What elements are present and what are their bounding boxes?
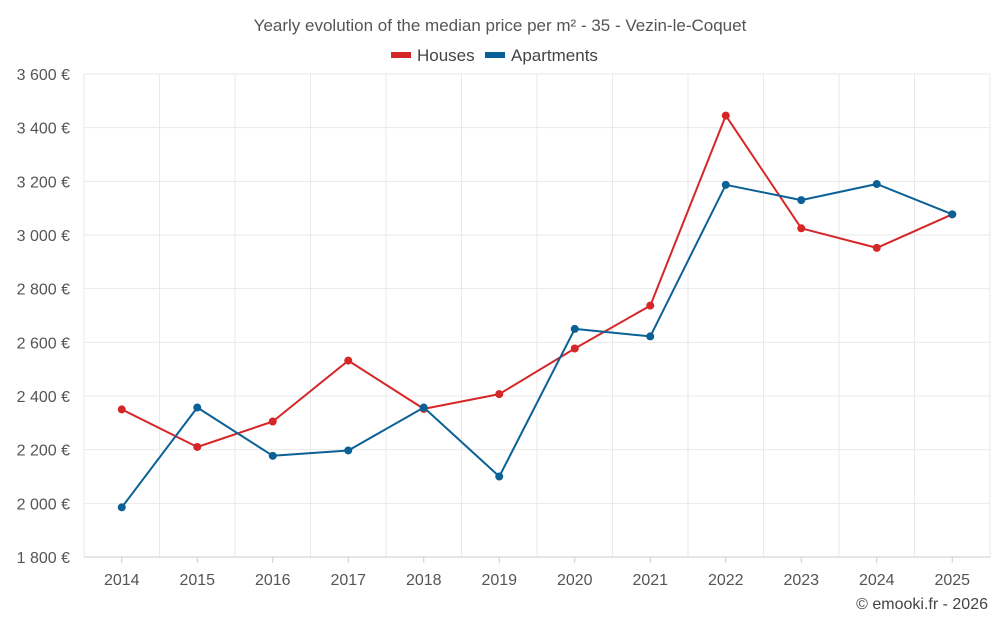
- y-tick-label: 2 200 €: [17, 443, 70, 460]
- x-tick-label: 2021: [632, 572, 668, 589]
- x-tick-label: 2014: [104, 572, 140, 589]
- x-tick-label: 2019: [481, 572, 517, 589]
- y-tick-label: 3 200 €: [17, 174, 70, 191]
- series-apartments: [117, 180, 957, 512]
- legend-label-houses: Houses: [417, 46, 475, 65]
- data-point-apartments[interactable]: [117, 503, 126, 512]
- legend: Houses Apartments: [391, 46, 598, 65]
- data-point-apartments[interactable]: [495, 472, 504, 481]
- series-houses: [117, 111, 957, 451]
- x-tick-label: 2022: [708, 572, 744, 589]
- data-point-houses[interactable]: [495, 390, 504, 399]
- data-point-houses[interactable]: [570, 344, 579, 353]
- data-point-houses[interactable]: [646, 301, 655, 310]
- data-point-apartments[interactable]: [419, 403, 428, 412]
- x-tick-label: 2017: [330, 572, 366, 589]
- data-point-apartments[interactable]: [268, 451, 277, 460]
- data-point-houses[interactable]: [117, 405, 126, 414]
- x-tick-label: 2024: [859, 572, 895, 589]
- x-tick-label: 2016: [255, 572, 291, 589]
- data-point-apartments[interactable]: [948, 210, 957, 219]
- y-tick-label: 2 000 €: [17, 496, 70, 513]
- data-point-apartments[interactable]: [646, 332, 655, 341]
- y-tick-label: 1 800 €: [17, 550, 70, 567]
- data-point-houses[interactable]: [193, 442, 202, 451]
- data-point-apartments[interactable]: [797, 196, 806, 205]
- axes: 1 800 € 2 000 € 2 200 € 2 400 € 2 600 € 2 800…: [17, 67, 990, 589]
- grid: [83, 73, 991, 557]
- y-tick-label: 2 600 €: [17, 335, 70, 352]
- data-point-apartments[interactable]: [872, 180, 881, 189]
- y-tick-label: 2 400 €: [17, 389, 70, 406]
- x-tick-label: 2023: [783, 572, 819, 589]
- series: [117, 111, 957, 512]
- y-tick-label: 3 400 €: [17, 121, 70, 138]
- x-tick-label: 2020: [557, 572, 593, 589]
- data-point-apartments[interactable]: [193, 403, 202, 412]
- x-tick-label: 2025: [934, 572, 970, 589]
- x-tick-label: 2015: [179, 572, 215, 589]
- data-point-apartments[interactable]: [570, 324, 579, 333]
- data-point-houses[interactable]: [721, 111, 730, 120]
- chart-title: Yearly evolution of the median price per…: [254, 16, 747, 35]
- y-tick-label: 2 800 €: [17, 282, 70, 299]
- y-tick-label: 3 000 €: [17, 228, 70, 245]
- legend-swatch-houses: [391, 52, 411, 58]
- data-point-apartments[interactable]: [721, 180, 730, 189]
- data-point-houses[interactable]: [872, 243, 881, 252]
- legend-swatch-apartments: [485, 52, 505, 58]
- data-point-houses[interactable]: [268, 417, 277, 426]
- data-point-apartments[interactable]: [344, 446, 353, 455]
- legend-label-apartments: Apartments: [511, 46, 598, 65]
- x-tick-label: 2018: [406, 572, 442, 589]
- data-point-houses[interactable]: [797, 224, 806, 233]
- series-line-apartments: [121, 183, 953, 509]
- series-line-houses: [121, 114, 953, 448]
- data-point-houses[interactable]: [344, 356, 353, 365]
- credit-text: © emooki.fr - 2026: [856, 596, 988, 613]
- y-tick-label: 3 600 €: [17, 67, 70, 84]
